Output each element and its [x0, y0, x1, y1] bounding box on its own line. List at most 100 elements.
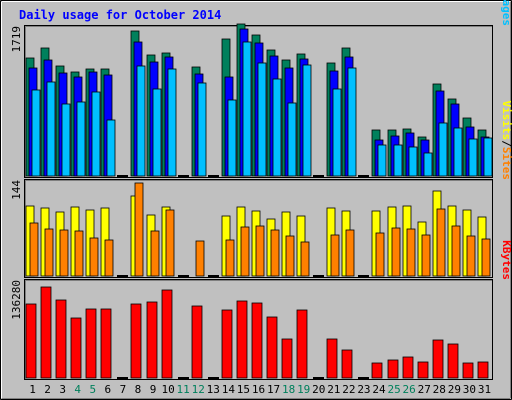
bar-sites-day-9 — [150, 230, 160, 277]
zero-marker-day-11 — [178, 377, 189, 379]
x-tick-label-day-27: 27 — [418, 383, 431, 396]
zero-marker-day-20 — [313, 275, 324, 277]
x-tick-label-day-7: 7 — [120, 383, 127, 396]
bar-sites-day-26 — [406, 228, 416, 277]
x-tick-label-day-9: 9 — [150, 383, 157, 396]
x-tick-label-day-13: 13 — [207, 383, 220, 396]
zero-marker-day-7 — [117, 377, 128, 379]
x-tick-label-day-24: 24 — [372, 383, 386, 396]
bar-sites-day-10 — [165, 209, 175, 277]
bar-pages-day-9 — [152, 88, 162, 177]
panel-frame — [24, 279, 493, 380]
bar-kbytes-day-25 — [387, 359, 399, 379]
y-axis-max-label: 144 — [10, 180, 23, 200]
x-tick-label-day-17: 17 — [267, 383, 280, 396]
bar-pages-day-3 — [61, 103, 71, 177]
bar-sites-day-14 — [225, 239, 235, 277]
bar-kbytes-day-16 — [251, 302, 263, 379]
x-tick-label-day-23: 23 — [357, 383, 370, 396]
bar-pages-day-10 — [167, 68, 177, 177]
bar-sites-day-19 — [300, 241, 310, 277]
legend-label-kbytes: KBytes — [500, 240, 512, 280]
bar-kbytes-day-1 — [25, 303, 37, 379]
bar-pages-day-30 — [468, 138, 478, 177]
panel-bars — [25, 23, 493, 177]
bar-sites-day-28 — [436, 208, 446, 277]
bar-kbytes-day-17 — [266, 316, 278, 379]
x-tick-label-day-29: 29 — [448, 383, 461, 396]
bar-kbytes-day-26 — [402, 356, 414, 379]
bar-kbytes-day-12 — [191, 305, 203, 379]
panel-frame — [24, 179, 493, 278]
bar-kbytes-day-9 — [146, 301, 158, 379]
x-tick-label-day-21: 21 — [327, 383, 340, 396]
bar-pages-day-1 — [31, 89, 41, 177]
zero-marker-day-7 — [117, 175, 128, 177]
panel-top: 1719 Hits/Files/Pages — [10, 0, 512, 178]
bar-kbytes-day-8 — [130, 303, 142, 379]
zero-marker-day-20 — [313, 377, 324, 379]
bar-pages-day-31 — [483, 137, 493, 177]
bar-kbytes-day-15 — [236, 300, 248, 379]
x-tick-label-day-1: 1 — [29, 383, 36, 396]
bar-pages-day-4 — [76, 101, 86, 177]
panel-frame — [24, 25, 493, 178]
bar-kbytes-day-6 — [100, 308, 112, 379]
bar-kbytes-day-10 — [161, 289, 173, 379]
bar-sites-day-3 — [59, 229, 69, 277]
x-tick-label-day-18: 18 — [282, 383, 295, 396]
x-tick-label-day-16: 16 — [252, 383, 265, 396]
bar-sites-day-16 — [255, 225, 265, 277]
bar-pages-day-29 — [453, 127, 463, 177]
bar-pages-day-8 — [136, 65, 146, 177]
x-tick-label-day-2: 2 — [44, 383, 51, 396]
bar-sites-day-2 — [44, 228, 54, 277]
y-axis-max-label: 136280 — [10, 280, 23, 320]
bar-pages-day-5 — [91, 91, 101, 177]
bar-sites-day-17 — [270, 229, 280, 277]
legend-separator: / — [500, 140, 512, 147]
bar-sites-day-24 — [375, 232, 385, 277]
panel-bars — [25, 286, 489, 379]
panel-bottom: 136280 KBytes — [10, 240, 512, 380]
y-axis-max-label: 1719 — [10, 26, 23, 53]
bar-kbytes-day-31 — [477, 361, 489, 379]
bar-sites-day-15 — [240, 226, 250, 277]
bar-kbytes-day-28 — [432, 339, 444, 379]
bar-kbytes-day-3 — [55, 299, 67, 379]
bar-pages-day-25 — [393, 144, 403, 177]
bar-kbytes-day-14 — [221, 309, 233, 379]
zero-marker-day-11 — [178, 275, 189, 277]
x-tick-label-day-10: 10 — [161, 383, 174, 396]
bar-sites-day-30 — [466, 235, 476, 277]
bar-kbytes-day-29 — [447, 343, 459, 379]
bar-pages-day-28 — [438, 122, 448, 177]
bar-sites-day-4 — [74, 230, 84, 277]
x-tick-label-day-11: 11 — [177, 383, 190, 396]
x-tick-label-day-15: 15 — [237, 383, 250, 396]
x-tick-label-day-22: 22 — [342, 383, 355, 396]
bar-pages-day-26 — [408, 146, 418, 177]
bar-sites-day-6 — [104, 239, 114, 277]
bar-pages-day-12 — [197, 82, 207, 177]
x-tick-label-day-31: 31 — [478, 383, 491, 396]
bar-pages-day-14 — [227, 99, 237, 177]
bar-pages-day-19 — [302, 64, 312, 177]
bar-sites-day-31 — [481, 238, 491, 277]
bar-pages-day-17 — [272, 78, 282, 177]
bar-pages-day-21 — [332, 88, 342, 177]
x-tick-label-day-12: 12 — [192, 383, 205, 396]
zero-marker-day-23 — [358, 175, 369, 177]
legend-label-sites: Sites — [500, 147, 512, 180]
bar-kbytes-day-4 — [70, 317, 82, 379]
zero-marker-day-23 — [358, 275, 369, 277]
bar-sites-day-21 — [330, 234, 340, 277]
bar-pages-day-27 — [423, 152, 433, 177]
bar-kbytes-day-30 — [462, 362, 474, 379]
zero-marker-day-13 — [208, 175, 219, 177]
zero-marker-day-13 — [208, 275, 219, 277]
panel-legend: Hits/Files/Pages — [500, 0, 512, 26]
bar-sites-day-25 — [391, 227, 401, 277]
legend-label-pages: Pages — [500, 0, 512, 26]
bar-pages-day-15 — [242, 41, 252, 177]
